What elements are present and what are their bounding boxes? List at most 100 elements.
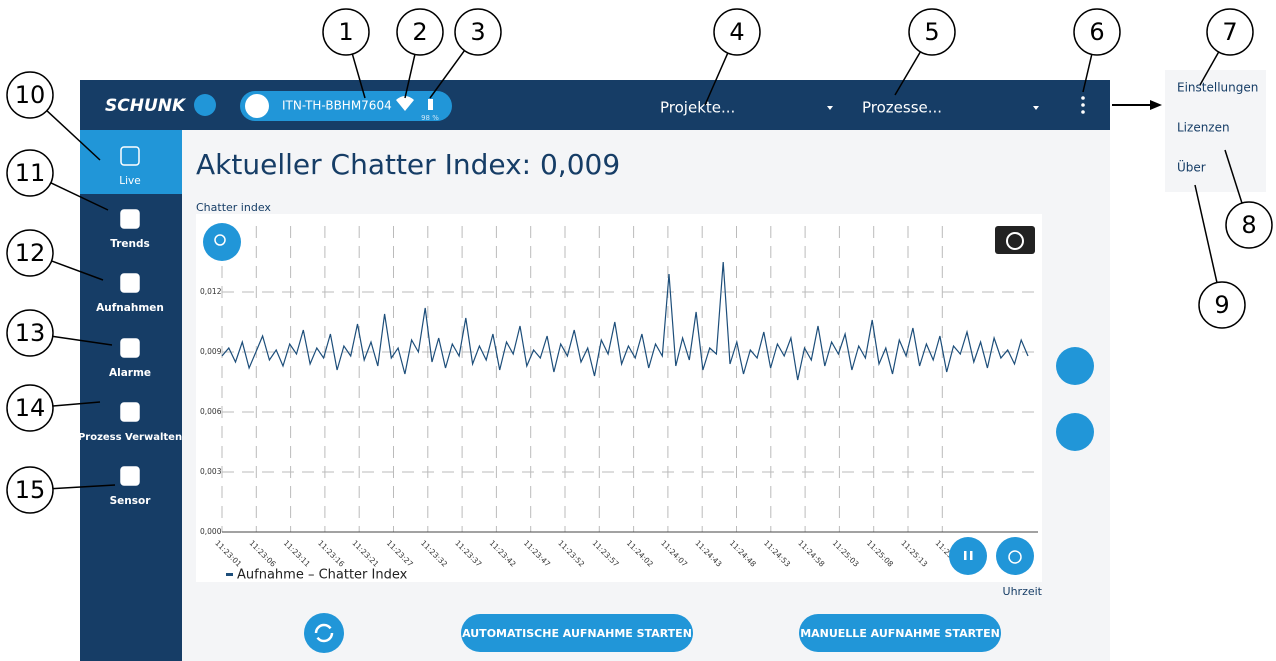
callout-leader xyxy=(52,335,113,346)
y-tick-label: 0,012 xyxy=(200,287,222,296)
callout-leader xyxy=(894,51,921,96)
callout-number: 14 xyxy=(15,394,46,422)
processes-dropdown[interactable]: Prozesse... xyxy=(862,99,942,117)
callout-number: 5 xyxy=(924,18,939,46)
callout-circle xyxy=(454,8,502,56)
callout-leader xyxy=(52,401,101,407)
manual-record-button[interactable] xyxy=(799,614,1001,652)
callout-number: 9 xyxy=(1214,291,1229,319)
pause-icon xyxy=(970,551,973,560)
callout-leader xyxy=(704,52,729,106)
camera-button[interactable] xyxy=(995,226,1035,254)
callout-number: 3 xyxy=(470,18,485,46)
nav-item[interactable]: Live xyxy=(119,175,140,187)
nav-icon xyxy=(120,338,140,358)
legend-label: Aufnahme – Chatter Index xyxy=(237,568,408,583)
y-tick-label: 0,000 xyxy=(200,527,222,536)
legend-swatch xyxy=(226,573,233,576)
callout-circle xyxy=(1206,8,1254,56)
dropdown-arrow xyxy=(827,106,833,110)
callout-number: 15 xyxy=(15,476,46,504)
callout-leader xyxy=(50,182,109,211)
trends-button[interactable] xyxy=(1056,347,1094,385)
chart-area xyxy=(196,214,1042,582)
callout-number: 12 xyxy=(15,239,46,267)
callout-number: 6 xyxy=(1089,18,1104,46)
logo-mark xyxy=(194,94,216,116)
refresh-button[interactable] xyxy=(304,613,344,653)
callout-circle xyxy=(1198,281,1246,329)
timer-icon xyxy=(1008,550,1022,564)
callout-circle xyxy=(6,384,54,432)
callout-circle xyxy=(322,8,370,56)
timer-button[interactable] xyxy=(996,537,1034,575)
callout-number: 10 xyxy=(15,81,46,109)
sidebar-active xyxy=(80,130,182,194)
line-series xyxy=(221,261,1029,381)
callout-number: 4 xyxy=(729,18,744,46)
callout-circle xyxy=(396,8,444,56)
nav-icon xyxy=(120,466,140,486)
callout-leader xyxy=(1224,149,1243,204)
more-menu[interactable] xyxy=(1081,96,1085,114)
callout-leader xyxy=(404,54,416,99)
zoom-button[interactable] xyxy=(203,223,241,261)
callout-number: 8 xyxy=(1241,211,1256,239)
zoom-icon xyxy=(214,234,226,246)
callout-number: 7 xyxy=(1222,18,1237,46)
refresh-icon xyxy=(314,623,334,643)
projects-dropdown[interactable]: Projekte... xyxy=(660,99,735,117)
camera-lens xyxy=(1006,232,1024,250)
nav-icon xyxy=(120,273,140,293)
pause-button[interactable] xyxy=(949,537,987,575)
callout-number: 11 xyxy=(15,159,46,187)
nav-icon xyxy=(120,209,140,229)
nav-icon xyxy=(120,402,140,422)
top-bar xyxy=(80,80,1110,130)
nav-item[interactable]: Aufnahmen xyxy=(96,302,164,314)
callout-leader xyxy=(1082,54,1093,93)
x-axis-label: Uhrzeit xyxy=(1003,585,1043,598)
y-tick-label: 0,009 xyxy=(200,347,222,356)
logo: SCHUNK xyxy=(105,96,187,116)
callout-circle xyxy=(908,8,956,56)
y-axis-label: Chatter index xyxy=(196,201,271,214)
callout-leader xyxy=(1199,51,1220,86)
auto-record-button[interactable] xyxy=(461,614,693,652)
battery-icon xyxy=(428,99,433,110)
battery-level: 98 % xyxy=(421,114,439,122)
nav-icon xyxy=(120,146,140,166)
y-tick-label: 0,003 xyxy=(200,467,222,476)
pause-icon xyxy=(964,551,967,560)
menu-item[interactable]: Einstellungen xyxy=(1177,81,1258,95)
nav-item[interactable]: Sensor xyxy=(110,495,152,507)
overflow-menu xyxy=(1165,70,1266,192)
wifi-icon xyxy=(396,96,414,111)
callout-circle xyxy=(1073,8,1121,56)
callout-number: 2 xyxy=(412,18,427,46)
nav-item[interactable]: Alarme xyxy=(109,367,151,379)
callout-leader xyxy=(1194,184,1218,283)
callout-circle xyxy=(713,8,761,56)
dropdown-arrow xyxy=(1033,106,1039,110)
callout-leader xyxy=(351,53,366,99)
menu-item[interactable]: Über xyxy=(1177,159,1206,175)
callout-leader xyxy=(46,110,101,161)
callout-circle xyxy=(6,466,54,514)
device-name: ITN-TH-BBHM7604 xyxy=(282,99,392,113)
button-label: MANUELLE AUFNAHME STARTEN xyxy=(800,627,1000,640)
y-tick-label: 0,006 xyxy=(200,407,222,416)
nav-item[interactable]: Prozess Verwalten xyxy=(78,432,182,443)
alarm-button[interactable] xyxy=(1056,413,1094,451)
menu-item[interactable]: Lizenzen xyxy=(1177,121,1230,135)
callout-circle xyxy=(6,149,54,197)
callout-leader xyxy=(51,260,104,281)
button-label: AUTOMATISCHE AUFNAHME STARTEN xyxy=(462,627,692,640)
callout-circle xyxy=(1225,201,1273,249)
nav-item[interactable]: Trends xyxy=(110,238,150,250)
page-title: Aktueller Chatter Index: 0,009 xyxy=(196,148,620,181)
callout-number: 1 xyxy=(338,18,353,46)
device-icon xyxy=(245,94,269,118)
